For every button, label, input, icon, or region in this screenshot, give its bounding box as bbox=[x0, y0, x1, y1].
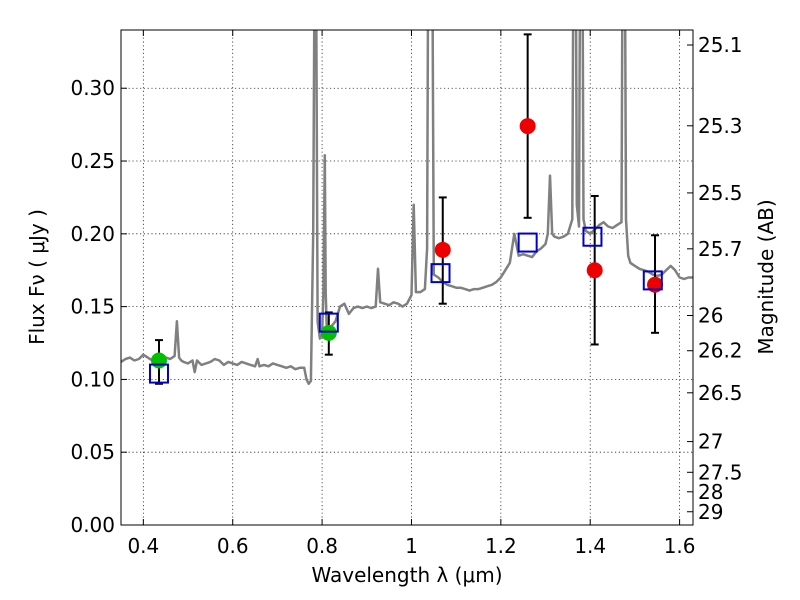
x-tick-label: 0.6 bbox=[217, 534, 249, 558]
x-tick-label: 1.6 bbox=[664, 534, 696, 558]
right-tick-label: 25.1 bbox=[698, 33, 743, 57]
y-tick-label: 0.30 bbox=[70, 76, 115, 100]
right-axis-label: Magnitude (AB) bbox=[754, 199, 778, 354]
plot-area bbox=[121, 30, 693, 386]
right-tick-label: 27 bbox=[698, 430, 723, 454]
right-tick-label: 29 bbox=[698, 500, 723, 524]
tick-labels: 0.4 0.6 0.8 1 1.2 1.4 1.6 0.00 0.05 0.10 0.15 0.20 0… bbox=[70, 33, 742, 558]
green-data-point bbox=[150, 352, 167, 369]
blue-model-square bbox=[430, 263, 451, 284]
x-tick-label: 0.4 bbox=[127, 534, 159, 558]
y-tick-label: 0.25 bbox=[70, 149, 115, 173]
right-tick-label: 26.2 bbox=[698, 339, 743, 363]
right-tick-label: 25.5 bbox=[698, 181, 743, 205]
red-data-point bbox=[519, 118, 536, 135]
right-tick-label: 26 bbox=[698, 303, 723, 327]
x-tick-label: 1 bbox=[405, 534, 418, 558]
y-tick-label: 0.05 bbox=[70, 440, 115, 464]
blue-model-square bbox=[582, 226, 603, 247]
x-tick-label: 1.2 bbox=[485, 534, 517, 558]
red-data-point bbox=[434, 241, 451, 258]
y-tick-label: 0.00 bbox=[70, 513, 115, 537]
y-tick-label: 0.20 bbox=[70, 222, 115, 246]
right-tick-label: 27.5 bbox=[698, 460, 743, 484]
blue-model-square bbox=[517, 232, 538, 253]
tick-marks bbox=[121, 30, 693, 526]
right-tick-label: 26.5 bbox=[698, 381, 743, 405]
blue-model-square bbox=[148, 363, 169, 384]
plot-frame bbox=[120, 29, 694, 526]
spectrum-line bbox=[121, 30, 693, 386]
x-tick-label: 1.4 bbox=[574, 534, 606, 558]
blue-model-square bbox=[642, 270, 663, 291]
green-data-point bbox=[320, 324, 337, 341]
x-axis-label: Wavelength λ (μm) bbox=[311, 563, 502, 587]
blue-model-square bbox=[318, 312, 339, 333]
right-tick-label: 28 bbox=[698, 480, 723, 504]
y-tick-label: 0.10 bbox=[70, 367, 115, 391]
right-tick-label: 25.7 bbox=[698, 237, 743, 261]
right-tick-label: 25.3 bbox=[698, 114, 743, 138]
x-tick-label: 0.8 bbox=[306, 534, 338, 558]
red-data-point bbox=[586, 262, 603, 279]
y-tick-label: 0.15 bbox=[70, 295, 115, 319]
y-axis-label: Flux Fν ( μJy ) bbox=[25, 209, 49, 345]
